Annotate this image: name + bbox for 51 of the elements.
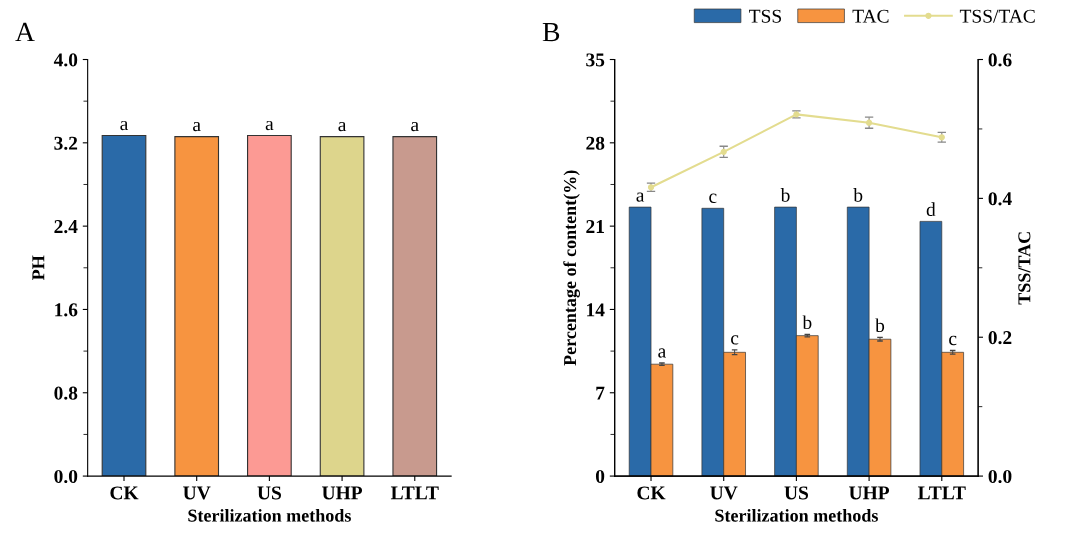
data-label: b — [875, 318, 885, 333]
data-label: a — [265, 120, 274, 131]
y2-tick-label: 0.4 — [988, 192, 1012, 206]
text: B — [542, 22, 560, 42]
data-label: d — [926, 202, 936, 217]
x-tick-label: US — [257, 486, 281, 500]
data-label: b — [853, 188, 863, 202]
x-tick-label: US — [784, 486, 809, 500]
y-tick-label: 7 — [596, 386, 605, 400]
y2-tick-label: 0.2 — [988, 331, 1012, 345]
data-label: b — [802, 315, 812, 330]
y-tick-label: 21 — [586, 220, 604, 233]
y2-axis-title: TSS/TAC — [1018, 232, 1031, 305]
data-label: a — [658, 348, 666, 358]
data-label: c — [709, 193, 717, 203]
x-axis-title: Sterilization methods — [715, 508, 878, 522]
data-label: a — [636, 192, 645, 202]
data-label: b — [780, 188, 790, 202]
y-tick-label: 1.6 — [55, 303, 78, 317]
y-tick-label: 0 — [595, 469, 605, 484]
x-tick-label: UHP — [322, 486, 363, 500]
y-tick-label: 4.0 — [53, 53, 78, 67]
x-axis-title: Sterilization methods — [188, 508, 351, 522]
data-label: c — [731, 335, 739, 345]
y-axis-title: Percentage of content(%) — [563, 170, 580, 366]
legend-label: TSS — [749, 9, 782, 23]
x-tick-label: UV — [183, 486, 211, 500]
legend-label: TAC — [852, 9, 889, 23]
x-tick-label: UV — [710, 486, 738, 500]
y-axis-title: PH — [32, 255, 45, 281]
x-tick-label: CK — [637, 486, 666, 500]
y-tick-label: 3.2 — [54, 136, 78, 150]
data-label: c — [949, 335, 957, 346]
x-tick-label: LTLT — [390, 486, 439, 500]
y2-tick-label: 0.0 — [988, 469, 1012, 484]
y-tick-label: 14 — [587, 303, 605, 317]
data-label: a — [411, 121, 419, 132]
y2-tick-label: 0.6 — [988, 53, 1012, 67]
x-tick-label: UHP — [849, 486, 890, 500]
y-tick-label: 35 — [586, 53, 605, 67]
y-tick-label: 0.8 — [54, 386, 78, 400]
text: A — [15, 22, 35, 42]
data-label: a — [120, 120, 129, 131]
data-label: a — [338, 121, 347, 132]
x-tick-label: CK — [110, 486, 139, 500]
legend-label: TSS/TAC — [959, 9, 1035, 23]
y-tick-label: 28 — [586, 136, 605, 150]
x-tick-label: LTLT — [917, 486, 966, 500]
y-tick-label: 2.4 — [54, 220, 78, 234]
data-label: a — [193, 121, 201, 132]
y-tick-label: 0.0 — [54, 469, 78, 484]
